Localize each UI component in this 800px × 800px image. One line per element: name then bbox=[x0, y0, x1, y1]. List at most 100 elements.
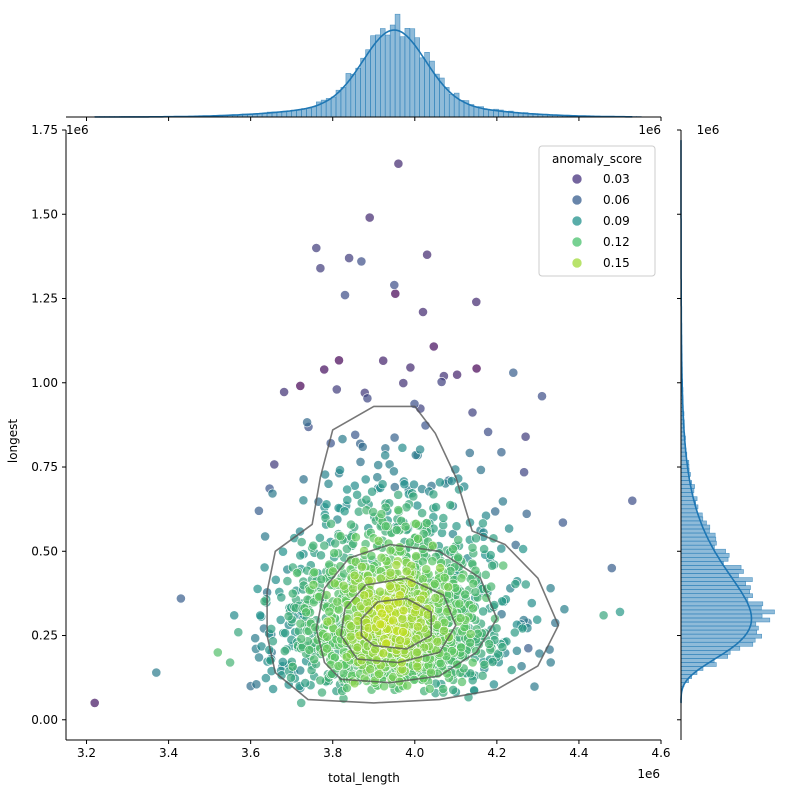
scatter-point bbox=[452, 369, 462, 380]
scatter-point bbox=[518, 544, 528, 554]
scatter-point bbox=[89, 698, 100, 708]
marginal-x-bar bbox=[330, 96, 337, 118]
scatter-point bbox=[335, 465, 345, 475]
scatter-point bbox=[339, 506, 350, 517]
y-axis-label: longest bbox=[6, 419, 20, 464]
scatter-point bbox=[315, 263, 326, 274]
scatter-point bbox=[323, 478, 334, 489]
marginal-y-bar bbox=[680, 536, 717, 542]
marginal-y-bar bbox=[680, 508, 698, 514]
marginal-x-right-offset-label: 1e6 bbox=[638, 123, 661, 137]
marginal-x-left-offset-label: 1e6 bbox=[66, 123, 89, 137]
scatter-point bbox=[424, 683, 435, 694]
scatter-point bbox=[384, 459, 395, 470]
scatter-point bbox=[398, 605, 409, 616]
scatter-point bbox=[330, 538, 341, 549]
scatter-point bbox=[364, 212, 375, 223]
scatter-point bbox=[428, 341, 439, 352]
marginal-x-bar bbox=[286, 110, 292, 118]
scatter-point bbox=[322, 616, 333, 627]
legend-marker bbox=[571, 173, 583, 185]
scatter-point bbox=[517, 623, 528, 634]
scatter-point bbox=[377, 479, 388, 490]
scatter-point bbox=[453, 535, 464, 545]
scatter-point bbox=[279, 646, 290, 656]
scatter-point bbox=[417, 508, 427, 518]
marginal-y-bar bbox=[680, 569, 744, 574]
kde-contours bbox=[266, 405, 560, 704]
x-tick-label: 3.2 bbox=[77, 746, 96, 760]
scatter-point bbox=[354, 630, 365, 641]
marginal-y-bar bbox=[680, 552, 730, 558]
scatter-point bbox=[519, 467, 529, 478]
scatter-point bbox=[260, 673, 271, 683]
scatter-point bbox=[526, 598, 537, 608]
x-tick-label: 4.0 bbox=[405, 746, 424, 760]
scatter-point bbox=[558, 517, 568, 528]
scatter-point bbox=[287, 661, 298, 672]
scatter-point bbox=[487, 657, 498, 667]
x-axis-label: total_length bbox=[328, 771, 400, 785]
marginal-y-bar bbox=[680, 532, 716, 538]
scatter-point bbox=[283, 611, 294, 622]
scatter-point bbox=[417, 574, 428, 584]
legend-title: anomaly_score bbox=[552, 152, 642, 166]
y-tick-label: 0.25 bbox=[31, 629, 58, 643]
scatter-point bbox=[295, 380, 306, 391]
marginal-y-bar bbox=[680, 577, 753, 582]
scatter-point bbox=[468, 578, 479, 589]
scatter-point bbox=[287, 588, 298, 599]
legend-label: 0.15 bbox=[603, 256, 630, 270]
scatter-point bbox=[337, 434, 348, 444]
scatter-point bbox=[490, 506, 501, 517]
scatter-point bbox=[465, 637, 475, 648]
scatter-point bbox=[408, 491, 419, 502]
scatter-point bbox=[390, 288, 401, 299]
scatter-point bbox=[487, 560, 498, 571]
marginal-y-bar bbox=[680, 641, 754, 647]
scatter-point bbox=[387, 615, 398, 626]
scatter-point bbox=[356, 561, 367, 572]
scatter-point bbox=[296, 537, 307, 547]
scatter-point bbox=[260, 531, 270, 542]
scatter-point bbox=[317, 687, 327, 698]
scatter-point bbox=[411, 551, 421, 562]
scatter-point bbox=[212, 647, 223, 658]
scatter-point bbox=[412, 661, 423, 672]
scatter-point bbox=[470, 587, 481, 597]
legend-marker bbox=[571, 257, 583, 269]
scatter-point bbox=[229, 610, 240, 621]
marginal-y-bar bbox=[680, 629, 757, 635]
scatter-point bbox=[467, 542, 478, 553]
scatter-point bbox=[411, 647, 422, 658]
scatter-point bbox=[391, 525, 402, 535]
scatter-point bbox=[345, 631, 356, 642]
scatter-point bbox=[439, 572, 450, 583]
scatter-point bbox=[438, 684, 448, 694]
marginal-y-bar bbox=[680, 613, 763, 619]
scatter-point bbox=[529, 681, 540, 692]
scatter-point bbox=[598, 610, 609, 621]
scatter-point bbox=[376, 509, 387, 519]
scatter-point bbox=[319, 540, 330, 551]
scatter-point bbox=[252, 584, 263, 594]
marginal-x-bar bbox=[355, 67, 361, 118]
x-tick-label: 4.2 bbox=[487, 746, 506, 760]
legend-label: 0.03 bbox=[603, 172, 630, 186]
scatter-point bbox=[404, 537, 415, 548]
scatter-point bbox=[464, 447, 475, 458]
scatter-point bbox=[385, 567, 396, 578]
kde-contour-line bbox=[340, 577, 457, 664]
scatter-point bbox=[445, 500, 456, 510]
scatter-point bbox=[298, 474, 309, 485]
scatter-point bbox=[389, 280, 400, 290]
scatter-point bbox=[280, 628, 290, 638]
scatter-point bbox=[457, 677, 467, 687]
scatter-point bbox=[335, 531, 346, 542]
scatter-point bbox=[486, 581, 496, 592]
marginal-y-histogram bbox=[680, 140, 775, 704]
x-tick-label: 4.4 bbox=[569, 746, 588, 760]
marginal-x-bar bbox=[404, 27, 411, 118]
scatter-point bbox=[277, 657, 288, 667]
scatter-point bbox=[436, 376, 447, 387]
